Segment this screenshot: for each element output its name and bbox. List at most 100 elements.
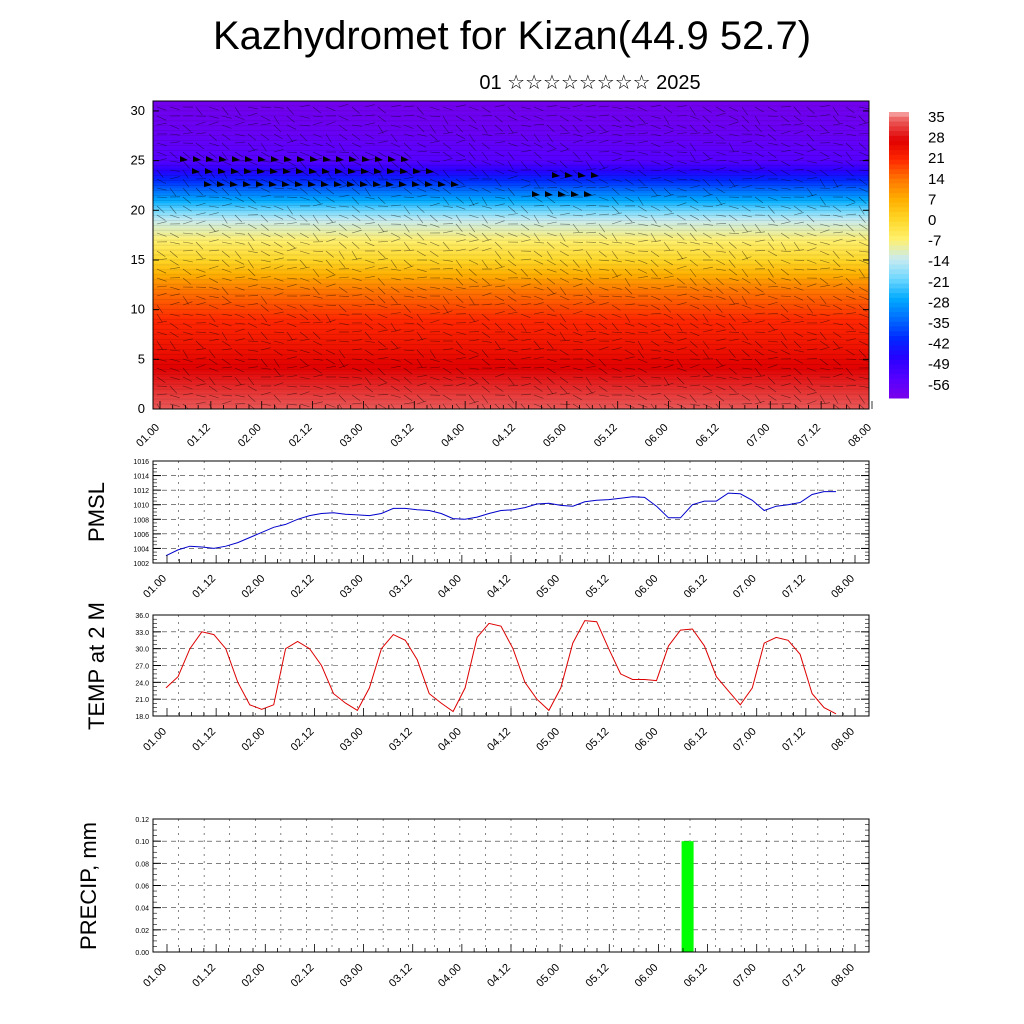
wind-barb <box>403 330 414 333</box>
colorbar-label: -35 <box>928 315 950 332</box>
wind-barb <box>455 178 465 186</box>
wind-barb <box>715 313 726 318</box>
wind-barb <box>559 322 568 330</box>
wind-barb <box>676 358 683 368</box>
wind-barb <box>312 259 323 263</box>
wind-barb <box>299 160 307 169</box>
wind-barb <box>351 223 362 229</box>
wind-barb <box>715 277 724 285</box>
wind-flag <box>204 181 212 187</box>
wind-barb <box>845 304 856 309</box>
wind-barb <box>325 121 336 126</box>
temperature-band <box>153 294 869 298</box>
wind-barb <box>195 187 204 196</box>
wind-barb <box>806 392 817 396</box>
wind-barb <box>650 349 661 352</box>
wind-barb <box>442 322 453 326</box>
wind-barb <box>806 313 817 317</box>
wind-barb <box>260 403 271 406</box>
wind-barb <box>559 385 568 394</box>
wind-barb <box>533 115 544 120</box>
colorbar-swatch <box>889 112 909 118</box>
x-tick-label: 04.00 <box>436 726 464 754</box>
wind-barb <box>754 312 766 315</box>
wind-flag <box>297 156 305 162</box>
wind-barb <box>260 259 271 263</box>
wind-barb <box>559 277 570 283</box>
wind-barb <box>169 301 180 306</box>
wind-barb <box>416 214 424 224</box>
wind-barb <box>520 214 531 220</box>
wind-barb <box>338 286 348 293</box>
wind-barb <box>169 241 180 245</box>
wind-barb <box>832 133 844 135</box>
wind-barb <box>559 124 568 132</box>
colorbar-swatch <box>889 188 909 194</box>
wind-barb <box>182 385 193 390</box>
wind-barb <box>156 268 167 274</box>
wind-barb <box>429 140 440 144</box>
colorbar-swatch <box>889 116 909 123</box>
wind-barb <box>767 241 775 250</box>
wind-barb <box>572 349 584 351</box>
wind-barb <box>702 391 713 396</box>
wind-barb <box>741 376 753 379</box>
wind-barb <box>559 295 570 301</box>
wind-barb <box>416 375 427 378</box>
wind-barb <box>793 151 804 156</box>
wind-flag <box>205 168 213 174</box>
colorbar-swatch <box>889 340 909 347</box>
wind-barb <box>403 160 412 169</box>
wind-barb <box>286 222 297 225</box>
wind-barb <box>325 238 336 243</box>
wind-barb <box>429 202 440 207</box>
wind-barb <box>442 304 449 314</box>
wind-barb <box>429 312 440 315</box>
wind-barb <box>312 232 320 242</box>
wind-barb <box>806 232 817 237</box>
wind-flag <box>219 156 227 162</box>
wind-barb <box>806 169 817 175</box>
wind-barb <box>338 151 350 153</box>
wind-barb <box>221 142 230 151</box>
wind-barb <box>611 212 622 216</box>
wind-barb <box>793 157 804 162</box>
wind-barb <box>832 115 840 124</box>
wind-barb <box>702 349 709 359</box>
x-tick-label: 04.00 <box>436 573 464 601</box>
wind-barb <box>676 214 686 221</box>
wind-barb <box>559 232 566 242</box>
wind-barb <box>559 187 569 194</box>
y-tick-label: 0 <box>138 401 145 416</box>
temperature-band <box>153 142 869 147</box>
wind-barb <box>182 196 191 204</box>
wind-barb <box>364 222 375 225</box>
wind-barb <box>663 275 674 279</box>
wind-barb <box>728 313 736 322</box>
temperature-band <box>153 304 869 308</box>
wind-barb <box>455 357 466 360</box>
wind-barb <box>702 304 711 312</box>
wind-barb <box>572 223 580 233</box>
wind-barb <box>442 394 452 401</box>
colorbar-swatch <box>889 374 909 380</box>
wind-barb <box>702 223 713 226</box>
wind-barb <box>364 385 374 393</box>
wind-barb <box>156 205 165 214</box>
wind-barb <box>390 358 401 362</box>
wind-barb <box>845 259 857 261</box>
wind-barb <box>793 259 805 261</box>
wind-barb <box>624 295 635 298</box>
wind-flag <box>388 156 396 162</box>
wind-barb <box>559 250 569 257</box>
wind-barb <box>546 133 554 143</box>
wind-barb <box>247 358 259 361</box>
temperature-band <box>153 344 869 348</box>
wind-barb <box>260 250 270 257</box>
x-tick-label: 07.12 <box>780 573 808 601</box>
wind-barb <box>767 259 775 269</box>
wind-barb <box>429 259 440 265</box>
wind-barb <box>156 313 163 323</box>
wind-barb <box>377 295 386 304</box>
wind-barb <box>676 322 683 332</box>
